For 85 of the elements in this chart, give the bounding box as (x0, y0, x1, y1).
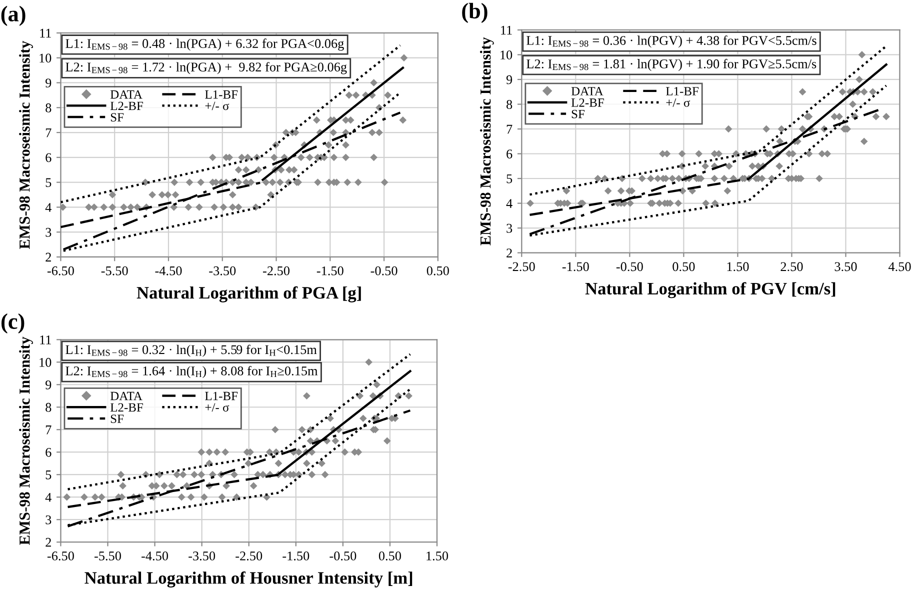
x-tick-label: -1.50 (562, 262, 589, 272)
y-tick-label: 8 (46, 402, 52, 412)
y-axis-title: EMS-98 Macroseismic Intensity (19, 336, 33, 545)
y-axis-title: EMS-98 Macroseismic Intensity (19, 40, 33, 249)
x-tick-label: -2.50 (236, 552, 262, 560)
y-tick-label: 3 (506, 224, 512, 233)
x-tick-label: 1.50 (426, 552, 448, 560)
legend-label: L2-BF (110, 102, 143, 110)
annotation: L1: I$_{EMS−98}$ = 0.32 · ln(I$_{H}$) + 5.59 for I$_{H}$<0.15m (66, 344, 317, 357)
x-tick-label: -3.50 (188, 552, 216, 560)
y-tick-label: 4 (506, 199, 512, 208)
y-tick-label: 5 (46, 470, 52, 480)
y-tick-label: 5 (506, 174, 512, 184)
y-tick-label: 6 (506, 150, 512, 158)
annotation: L2: I$_{EMS−98}$ = 1.64 · ln(I$_{H}$) + 8.08 for I$_{H}$≥0.15m (66, 366, 318, 378)
legend-label: L2-BF (571, 98, 604, 107)
y-tick-label: 6 (46, 448, 52, 457)
x-tick-label: -6.50 (47, 266, 74, 276)
annotation: L1: I$_{EMS−98}$ = 0.36 · ln(PGV) + 4.38 for PGV<5.5cm/s (526, 36, 816, 48)
annotation: L2: I$_{EMS−98}$ = 1.72 · ln(PGA) + 9.82 for PGA≥0.06g (66, 62, 347, 74)
y-tick-label: 3 (46, 515, 52, 524)
x-tick-label: -5.50 (101, 266, 128, 276)
annotation: L2: I$_{EMS−98}$ = 1.81 · ln(PGV) + 1.90 for PGV≥5.5cm/s (526, 58, 816, 72)
y-tick-label: 10 (40, 54, 52, 63)
x-tick-label: -2.50 (263, 266, 290, 276)
x-tick-label: 2.50 (780, 262, 803, 272)
x-tick-label: 1.50 (727, 262, 749, 272)
y-tick-label: 5 (46, 178, 52, 188)
x-tick-label: 0.50 (672, 262, 695, 272)
x-axis-title: Natural Logarithm of PGA [g] (136, 286, 361, 302)
x-tick-label: 0.50 (378, 552, 402, 560)
y-axis-title: EMS-98 Macroseismic Intensity (480, 37, 494, 246)
x-tick-label: -3.50 (209, 266, 236, 276)
x-tick-label: -1.50 (282, 552, 310, 560)
legend-label: DATA (110, 90, 142, 99)
annotation: L1: I$_{EMS−98}$ = 0.48 · ln(PGA) + 6.32 for PGA<0.06g (66, 38, 344, 51)
legend-label: SF (110, 113, 124, 122)
legend-label: L1-BF (666, 87, 699, 96)
legend-label: DATA (571, 87, 604, 96)
x-tick-label: -0.50 (330, 552, 356, 560)
y-tick-label: 9 (506, 75, 512, 84)
y-tick-label: 2 (46, 252, 51, 262)
x-tick-label: -6.50 (47, 552, 74, 560)
x-axis-title: Natural Logarithm of Housner Intensity [m] (84, 571, 412, 588)
y-tick-label: 11 (501, 26, 512, 35)
y-tick-label: 7 (46, 426, 52, 434)
y-tick-label: 8 (506, 100, 512, 109)
legend-label: SF (110, 414, 124, 424)
x-axis-title: Natural Logarithm of PGV [cm/s] (585, 282, 836, 298)
y-tick-label: 2 (46, 538, 51, 547)
x-tick-label: -2.50 (508, 262, 535, 272)
y-tick-label: 10 (40, 358, 52, 367)
y-tick-label: 4 (45, 203, 52, 212)
x-tick-label: 3.50 (834, 262, 857, 272)
y-tick-label: 4 (45, 492, 52, 502)
legend-label: L1-BF (205, 392, 238, 400)
x-tick-label: -0.50 (616, 262, 643, 272)
legend-label: L1-BF (205, 90, 238, 99)
y-tick-label: 6 (46, 153, 52, 162)
y-tick-label: 7 (46, 128, 52, 138)
legend-label: L2-BF (110, 403, 143, 412)
y-tick-label: 9 (46, 78, 52, 88)
y-tick-label: 11 (40, 28, 51, 38)
y-tick-label: 2 (506, 248, 512, 258)
x-tick-label: 4.50 (888, 262, 911, 272)
legend-label: SF (572, 110, 584, 118)
y-tick-label: 3 (46, 228, 52, 237)
x-tick-label: -0.50 (370, 266, 398, 276)
legend-label: +/- σ (666, 98, 690, 107)
chart-title: (b) (462, 2, 488, 23)
x-tick-label: -4.50 (142, 552, 168, 560)
y-tick-label: 9 (46, 380, 52, 390)
legend-label: DATA (110, 392, 142, 400)
legend-label: +/- σ (205, 403, 230, 412)
y-tick-label: 7 (506, 124, 512, 134)
x-tick-label: 0.50 (426, 266, 449, 276)
y-tick-label: 11 (40, 336, 51, 344)
y-tick-label: 8 (46, 103, 52, 112)
x-tick-label: -4.50 (155, 266, 182, 276)
chart-title: (a) (1, 6, 26, 26)
legend-label: +/- σ (205, 102, 230, 110)
x-tick-label: -5.50 (94, 552, 121, 560)
chart-title: (c) (1, 313, 24, 334)
y-tick-label: 10 (500, 50, 512, 60)
x-tick-label: -1.50 (316, 266, 344, 276)
